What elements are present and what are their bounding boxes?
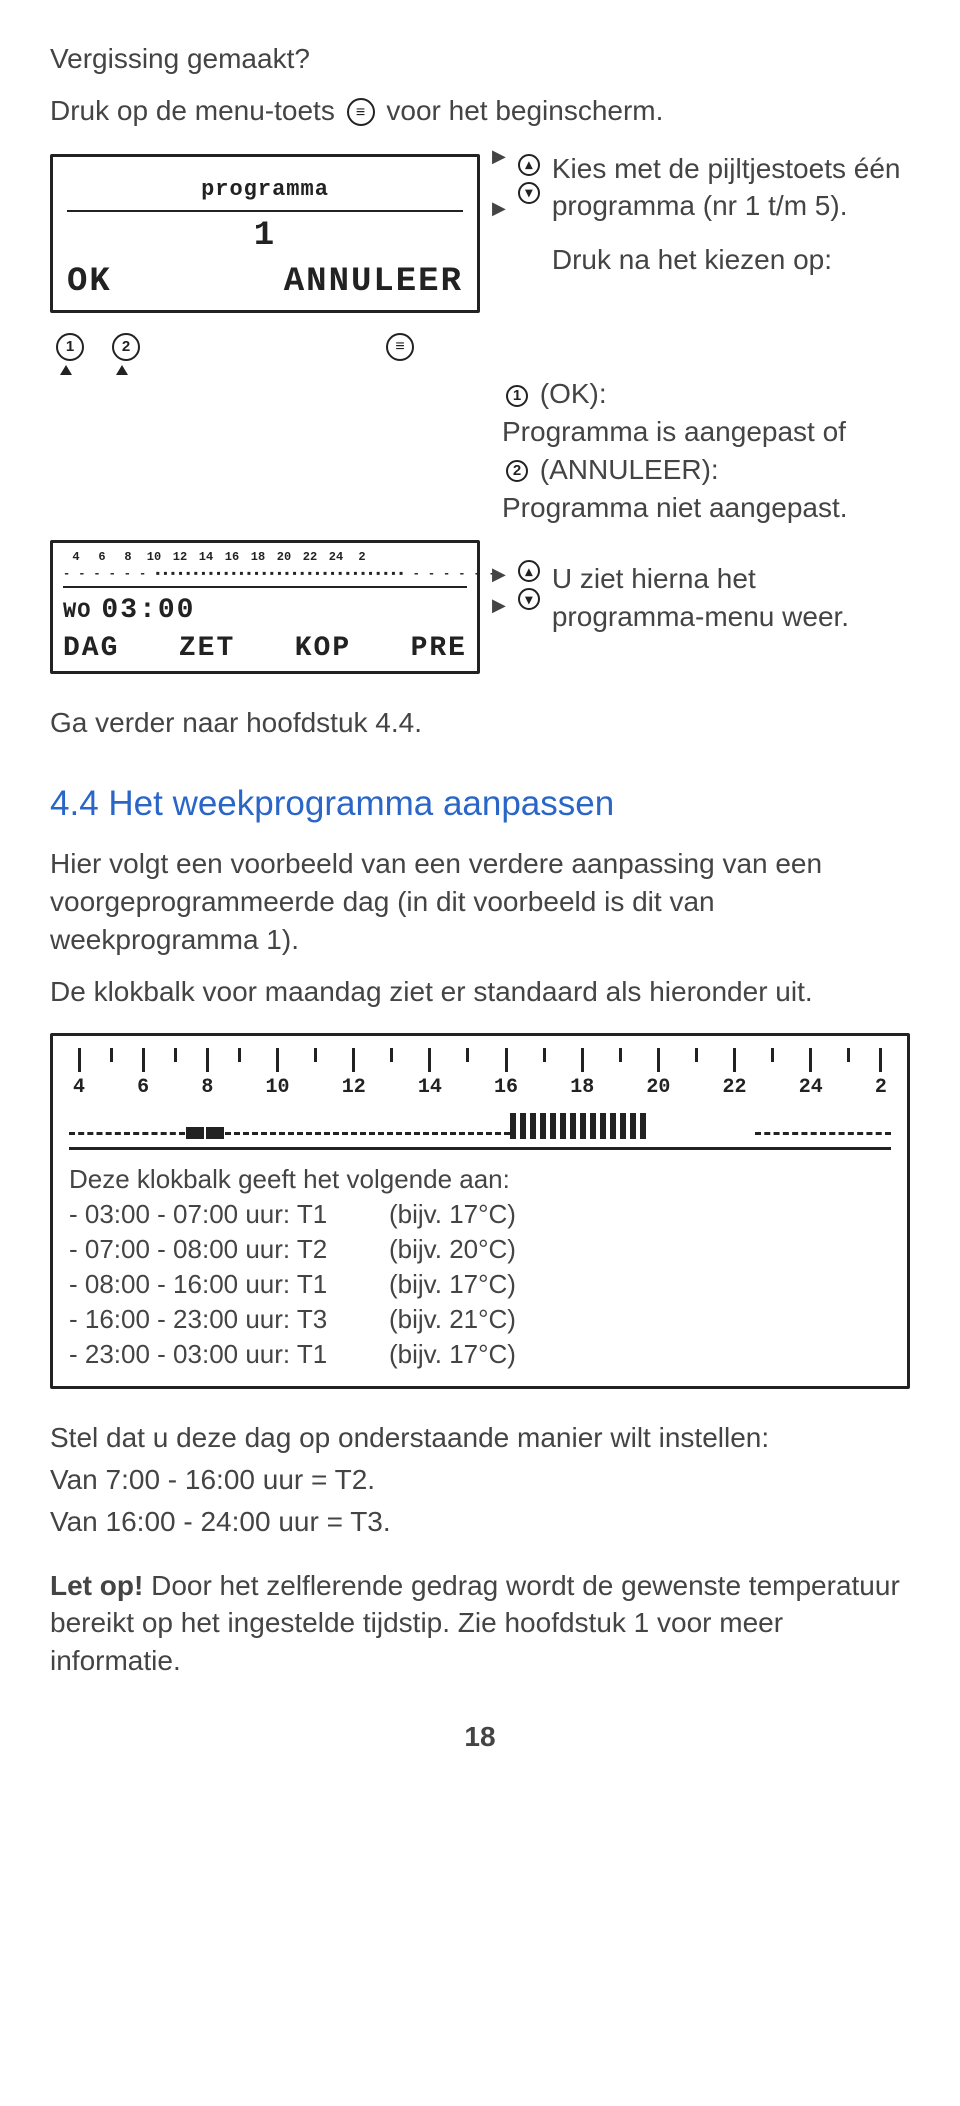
lcd1-programma: programma bbox=[201, 177, 329, 202]
intro-line2a: Druk op de menu-toets bbox=[50, 95, 343, 126]
clockbar-row: - 08:00 - 16:00 uur: T1(bijv. 17°C) bbox=[69, 1267, 891, 1302]
opt-ok-label: (OK): bbox=[540, 378, 607, 409]
side1: Kies met de pijltjestoets één programma … bbox=[552, 150, 910, 279]
letop: Let op! Door het zelflerende gedrag word… bbox=[50, 1567, 910, 1680]
side1-line1: Kies met de pijltjestoets één programma … bbox=[552, 150, 910, 226]
opt-ann-text: Programma niet aangepast. bbox=[502, 489, 910, 527]
options-block: (OK): Programma is aangepast of (ANNULEE… bbox=[502, 375, 910, 526]
pointer-icon bbox=[116, 365, 128, 375]
clockbar-ticks: 4 6 8 10 12 14 16 18 20 22 24 2 bbox=[69, 1048, 891, 1101]
menu-icon bbox=[347, 98, 375, 126]
lcd2-menu-1: ZET bbox=[179, 630, 235, 668]
lcd-display-1: programma 1 OK ANNULEER bbox=[50, 154, 480, 314]
page-number: 18 bbox=[50, 1718, 910, 1756]
lcd2-menu-3: PRE bbox=[411, 630, 467, 668]
clockbar-bars bbox=[69, 1109, 891, 1139]
intro-line1: Vergissing gemaakt? bbox=[50, 40, 910, 78]
circle-1-icon bbox=[506, 385, 528, 407]
section-heading: 4.4 Het weekprogramma aanpassen bbox=[50, 780, 910, 827]
lcd2-dashline: - - - - - - ▪▪▪▪▪▪▪▪▪▪▪▪▪▪▪▪▪▪▪▪▪▪▪▪▪▪▪▪… bbox=[63, 566, 467, 582]
lcd2-time: 03:00 bbox=[101, 592, 195, 630]
lcd2-tick-numbers: 46810121416182022242 bbox=[63, 549, 467, 565]
clockbar-row: - 03:00 - 07:00 uur: T1(bijv. 17°C) bbox=[69, 1197, 891, 1232]
intro-line2: Druk op de menu-toets voor het beginsche… bbox=[50, 92, 910, 130]
lcd-display-2: 46810121416182022242 - - - - - - ▪▪▪▪▪▪▪… bbox=[50, 540, 480, 674]
lcd2-wo: WO bbox=[63, 597, 91, 627]
button-2-icon bbox=[112, 333, 140, 361]
circle-2-icon bbox=[506, 460, 528, 482]
button-row bbox=[56, 333, 910, 361]
arrow-down-icon bbox=[518, 182, 540, 204]
opt-ok-text: Programma is aangepast of bbox=[502, 413, 910, 451]
intro-line2b: voor het beginscherm. bbox=[386, 95, 663, 126]
body2: De klokbalk voor maandag ziet er standaa… bbox=[50, 973, 910, 1011]
button-1-icon bbox=[56, 333, 84, 361]
stel-line1: Stel dat u deze dag op onderstaande mani… bbox=[50, 1419, 910, 1457]
clockbar-row: - 07:00 - 08:00 uur: T2(bijv. 20°C) bbox=[69, 1232, 891, 1267]
stel-line3: Van 16:00 - 24:00 uur = T3. bbox=[50, 1503, 910, 1541]
lcd2-menu-2: KOP bbox=[295, 630, 351, 668]
ga-verder: Ga verder naar hoofdstuk 4.4. bbox=[50, 704, 910, 742]
clockbar-box: 4 6 8 10 12 14 16 18 20 22 24 2 bbox=[50, 1033, 910, 1390]
opt-ann-label: (ANNULEER): bbox=[540, 454, 719, 485]
letop-text: Door het zelflerende gedrag wordt de gew… bbox=[50, 1570, 900, 1677]
lcd1-number: 1 bbox=[254, 217, 276, 255]
clockbar-row: - 23:00 - 03:00 uur: T1(bijv. 17°C) bbox=[69, 1337, 891, 1372]
side2: U ziet hierna het programma-menu weer. bbox=[552, 560, 910, 636]
pointer-icon bbox=[60, 365, 72, 375]
clockbar-row: - 16:00 - 23:00 uur: T3(bijv. 21°C) bbox=[69, 1302, 891, 1337]
arrow-up-icon bbox=[518, 154, 540, 176]
side1-line2: Druk na het kiezen op: bbox=[552, 241, 910, 279]
lcd1-ok: OK bbox=[67, 260, 112, 306]
button-menu-icon bbox=[386, 333, 414, 361]
clockbar-lead: Deze klokbalk geeft het volgende aan: bbox=[69, 1162, 891, 1197]
lcd2-menu-0: DAG bbox=[63, 630, 119, 668]
stel-line2: Van 7:00 - 16:00 uur = T2. bbox=[50, 1461, 910, 1499]
lcd1-annuleer: ANNULEER bbox=[284, 260, 463, 306]
body1: Hier volgt een voorbeeld van een verdere… bbox=[50, 845, 910, 958]
letop-label: Let op! bbox=[50, 1570, 143, 1601]
arrow-down-icon bbox=[518, 588, 540, 610]
arrow-up-icon bbox=[518, 560, 540, 582]
